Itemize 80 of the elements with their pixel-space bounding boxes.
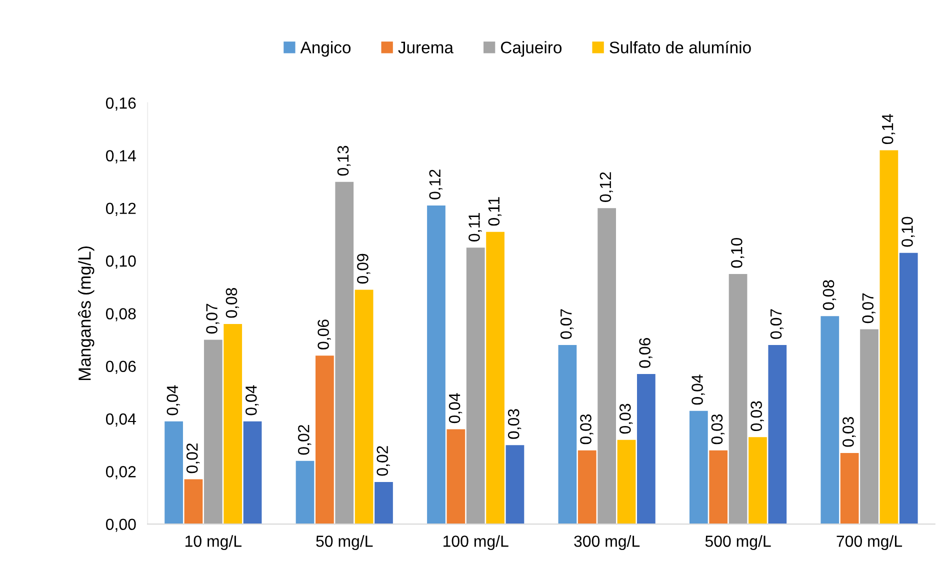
data-label: 0,12	[600, 172, 613, 202]
x-tick-label: 500 mg/L	[705, 535, 771, 550]
bar	[880, 150, 898, 524]
bar	[506, 445, 524, 524]
data-label: 0,11	[468, 212, 482, 242]
bar	[768, 345, 787, 524]
bar	[446, 429, 466, 524]
x-tick-label: 50 mg/L	[316, 535, 373, 550]
data-label: 0,04	[692, 374, 705, 405]
x-tick-label: 700 mg/L	[836, 535, 902, 550]
data-label: 0,02	[298, 425, 312, 455]
data-label: 0,07	[770, 309, 784, 339]
data-label: 0,06	[318, 320, 331, 350]
y-tick-label: 0,14	[106, 150, 136, 164]
bar	[748, 437, 767, 524]
y-tick-label: 0,06	[106, 360, 136, 374]
x-tick-label: 10 mg/L	[186, 535, 242, 550]
bar	[466, 248, 485, 524]
bar	[689, 410, 708, 524]
data-label: 0,04	[448, 393, 462, 424]
bar	[374, 482, 393, 524]
y-tick-label: 0,10	[106, 255, 136, 269]
bar	[728, 274, 748, 524]
bar	[617, 440, 636, 524]
data-label: 0,11	[488, 197, 502, 226]
data-label: 0,04	[246, 385, 259, 416]
bar	[427, 206, 446, 524]
data-label: 0,13	[337, 146, 351, 176]
data-label: 0,03	[750, 401, 764, 432]
x-tick-label: 100 mg/L	[444, 535, 508, 550]
data-label: 0,06	[639, 338, 652, 368]
data-label: 0,14	[882, 114, 896, 144]
data-label: 0,08	[226, 288, 240, 318]
bar	[840, 452, 859, 524]
data-label: 0,02	[186, 443, 200, 474]
bar	[558, 345, 577, 524]
bar	[820, 316, 840, 524]
bar	[204, 340, 222, 524]
data-label: 0,03	[842, 417, 856, 447]
bar	[296, 460, 314, 524]
data-label: 0,07	[206, 304, 220, 334]
y-tick-label: 0,00	[106, 518, 136, 532]
data-label: 0,12	[429, 170, 442, 200]
data-label: 0,07	[560, 309, 574, 339]
data-label: 0,03	[711, 414, 725, 444]
data-label: 0,03	[619, 404, 633, 434]
bar	[335, 182, 354, 524]
data-label: 0,10	[902, 216, 915, 247]
legend-label: Jurema	[398, 42, 454, 54]
bar	[709, 450, 728, 524]
data-label: 0,03	[580, 414, 594, 444]
bar	[486, 232, 504, 524]
bar	[164, 421, 183, 524]
bar	[354, 290, 374, 524]
data-label: 0,10	[731, 238, 744, 268]
data-label: 0,08	[822, 280, 836, 310]
bar	[637, 374, 656, 524]
y-axis-title: Manganês (mg/L)	[78, 246, 94, 380]
data-label: 0,03	[508, 409, 522, 439]
data-label: 0,09	[357, 254, 370, 284]
y-tick-label: 0,12	[106, 202, 136, 216]
legend-label: Sulfato de alumínio	[610, 40, 751, 54]
bar	[316, 356, 334, 524]
bar	[243, 421, 262, 524]
y-tick-label: 0,08	[106, 308, 136, 322]
y-tick-label: 0,02	[106, 466, 136, 480]
x-tick-label: 300 mg/L	[574, 535, 640, 550]
bar	[860, 329, 878, 524]
bar	[899, 252, 918, 524]
bar	[184, 479, 203, 524]
bar	[578, 450, 596, 524]
legend-label: Cajueiro	[501, 41, 562, 57]
bar	[598, 208, 616, 524]
legend-label: Angico	[300, 41, 351, 57]
bar	[224, 324, 242, 524]
y-tick-label: 0,16	[106, 97, 136, 111]
data-label: 0,04	[166, 385, 180, 416]
data-label: 0,07	[862, 293, 876, 324]
data-label: 0,02	[376, 446, 390, 476]
y-tick-label: 0,04	[106, 413, 136, 427]
